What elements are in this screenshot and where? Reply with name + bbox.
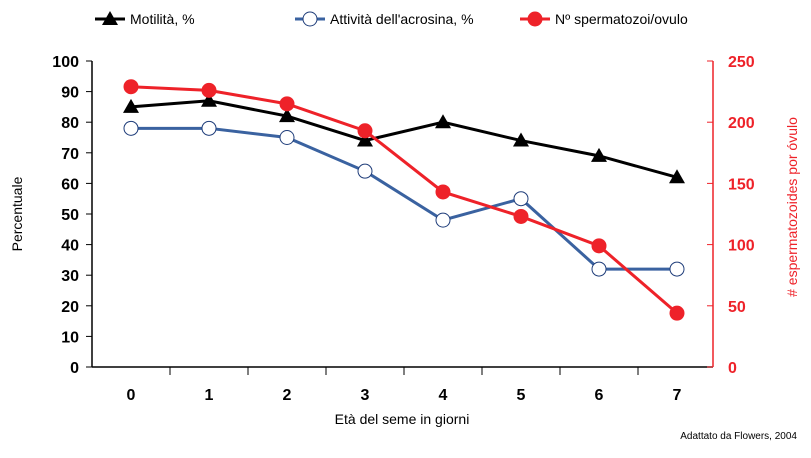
data-point [435, 184, 451, 200]
legend-item: Attività dell'acrosina, % [295, 11, 474, 27]
data-point [123, 120, 139, 136]
legend-label: Nº spermatozoi/ovulo [555, 11, 688, 27]
legend-label: Motilità, % [130, 11, 195, 27]
data-point [435, 212, 451, 228]
series-line [130, 85, 678, 315]
data-point [102, 11, 118, 25]
y-tick-label: 60 [61, 176, 79, 193]
data-point [513, 132, 529, 147]
x-tick-label: 2 [283, 387, 292, 404]
x-tick-label: 6 [595, 387, 604, 404]
series-2 [123, 79, 685, 321]
data-point [279, 96, 295, 112]
x-tick-label: 1 [205, 387, 214, 404]
x-tick-label: 0 [127, 387, 136, 404]
y-tick-label: 100 [52, 54, 79, 71]
y-tick-label: 20 [61, 299, 79, 316]
data-point [123, 79, 139, 95]
legend-item: Nº spermatozoi/ovulo [520, 11, 688, 27]
data-point [591, 147, 607, 162]
x-tick-label: 5 [517, 387, 526, 404]
legend-label: Attività dell'acrosina, % [330, 11, 474, 27]
data-point [201, 82, 217, 98]
data-point [591, 238, 607, 254]
y2-tick-label: 150 [728, 176, 755, 193]
series-0 [123, 92, 685, 184]
data-point [357, 163, 373, 179]
x-tick-label: 3 [361, 387, 370, 404]
x-tick-label: 7 [673, 387, 682, 404]
data-point [201, 92, 217, 107]
y2-tick-label: 0 [728, 360, 737, 377]
data-point [279, 130, 295, 145]
y2-tick-label: 200 [728, 115, 755, 132]
y-tick-label: 0 [70, 360, 79, 377]
series-line [131, 126, 677, 271]
y-tick-label: 50 [61, 207, 79, 224]
data-point [513, 191, 529, 207]
data-point [513, 208, 529, 224]
x-tick-label: 4 [439, 387, 448, 404]
y2-tick-label: 50 [728, 299, 746, 316]
data-point [527, 11, 543, 27]
data-point [669, 305, 685, 321]
data-point [279, 108, 295, 123]
x-axis-label: Età del seme in giorni [335, 411, 470, 427]
y2-tick-label: 250 [728, 54, 755, 71]
data-point [669, 261, 685, 277]
y-tick-label: 40 [61, 238, 79, 255]
data-point [357, 123, 373, 139]
y2-tick-label: 100 [728, 238, 755, 255]
data-point [435, 114, 451, 129]
y-tick-label: 70 [61, 146, 79, 163]
source-annotation: Adattato da Flowers, 2004 [680, 431, 797, 442]
series-line [130, 99, 678, 179]
data-point [123, 98, 139, 113]
y-tick-label: 30 [61, 268, 79, 285]
y2-axis-label: # espermatozoides por óvulo [784, 117, 800, 297]
legend: Motilità, % Attività dell'acrosina, % Nº s… [95, 11, 688, 27]
y-axis-label: Percentuale [9, 176, 25, 251]
series-1 [123, 120, 685, 277]
data-point [201, 120, 217, 136]
y-tick-label: 10 [61, 329, 79, 346]
y-tick-label: 80 [61, 115, 79, 132]
y-tick-label: 90 [61, 85, 79, 102]
data-point [591, 261, 607, 277]
data-point [669, 169, 685, 184]
data-point [357, 132, 373, 147]
series-layer [123, 79, 685, 321]
axes: 0 10 20 30 40 50 60 70 80 90 100 0 50 100 150 200 250 0 1 2… [52, 54, 755, 404]
legend-item: Motilità, % [95, 11, 195, 27]
data-point [302, 11, 318, 27]
